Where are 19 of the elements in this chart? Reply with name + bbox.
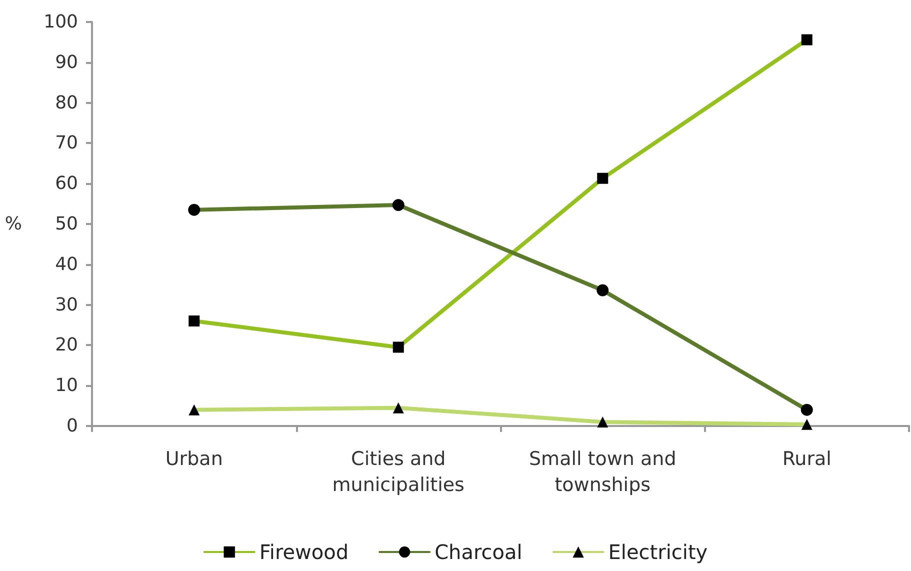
y-tick-label: 40 xyxy=(55,254,78,275)
y-tick-label: 100 xyxy=(44,12,78,32)
y-tick-label: 0 xyxy=(66,416,78,436)
y-tick-label: 70 xyxy=(55,132,78,154)
x-tick-label: Cities and municipalities xyxy=(332,448,464,496)
legend-label: Firewood xyxy=(259,540,349,564)
x-tick-label: Rural xyxy=(782,448,832,470)
y-tick-label: 80 xyxy=(55,92,78,114)
x-tick-label: Small town and townships xyxy=(529,448,676,496)
y-tick-label: 60 xyxy=(55,173,78,194)
legend-label: Charcoal xyxy=(434,540,522,564)
y-axis-title: % xyxy=(4,214,22,234)
x-tick-label: Urban xyxy=(165,448,223,470)
y-tick-label: 30 xyxy=(55,294,78,316)
y-tick-label: 20 xyxy=(55,334,78,356)
legend-label: Electricity xyxy=(608,540,708,564)
y-tick-label: 10 xyxy=(55,375,78,396)
y-tick-label: 50 xyxy=(55,214,78,234)
y-tick-label: 90 xyxy=(55,52,78,73)
